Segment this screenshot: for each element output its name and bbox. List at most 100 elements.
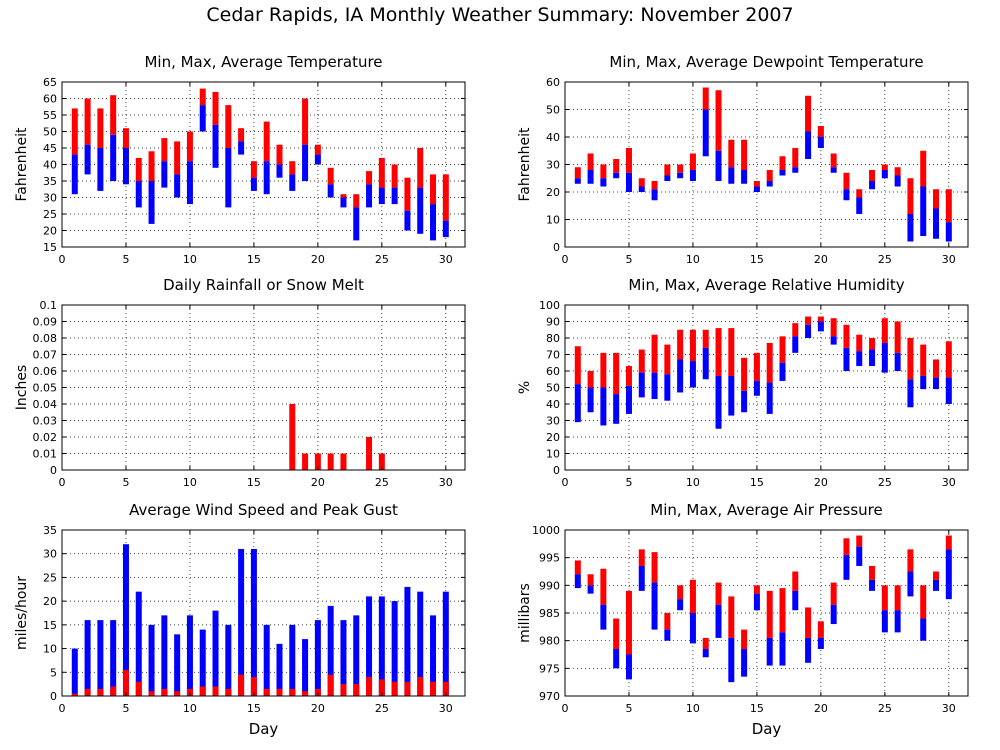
upper-bar [600, 164, 607, 179]
y-tick-label: 60 [43, 93, 57, 106]
gust-bar [353, 615, 360, 696]
y-tick-label: 50 [546, 382, 560, 395]
gust-bar [327, 605, 334, 696]
upper-bar [830, 582, 837, 605]
lower-bar [430, 204, 437, 241]
upper-bar [830, 153, 837, 168]
upper-bar [920, 585, 927, 619]
upper-bar [805, 316, 812, 325]
x-tick-label: 25 [375, 476, 389, 489]
gust-bar [174, 634, 181, 696]
y-tick-label: 55 [43, 109, 57, 122]
upper-bar [817, 621, 824, 638]
wind-chart: 0 5 10 15 20 25 30 35 0 5 10 15 20 25 30 Average Wind S… [14, 501, 466, 738]
x-tick-label: 0 [59, 476, 66, 489]
y-tick-label: 15 [43, 241, 57, 254]
upper-bar [728, 596, 735, 638]
rain-bar [302, 453, 309, 470]
lower-bar [907, 214, 914, 242]
y-tick-label: 40 [43, 159, 57, 172]
lower-bar [779, 362, 786, 381]
y-tick-label: 0.09 [33, 316, 58, 329]
upper-bar [843, 538, 850, 555]
x-tick-label: 0 [562, 702, 569, 715]
lower-bar [417, 187, 424, 234]
lower-bar [728, 375, 735, 416]
upper-bar [805, 95, 812, 132]
upper-bar [625, 590, 632, 655]
avg-wind-bar [174, 691, 181, 696]
avg-wind-bar [71, 693, 78, 696]
y-tick-label: 975 [539, 662, 560, 675]
avg-wind-bar [327, 674, 334, 696]
lower-bar [664, 374, 671, 401]
y-tick-label: 990 [539, 579, 560, 592]
x-tick-label: 10 [183, 476, 197, 489]
x-tick-label: 25 [878, 476, 892, 489]
lower-bar [945, 377, 952, 404]
upper-bar [613, 618, 620, 649]
y-tick-label: 60 [546, 365, 560, 378]
upper-bar [677, 585, 684, 600]
lower-bar [843, 554, 850, 580]
lower-bar [677, 172, 684, 179]
lower-bar [613, 172, 620, 179]
lower-bar [920, 186, 927, 236]
y-tick-label: 10 [43, 643, 57, 656]
chart-title: Min, Max, Average Dewpoint Temperature [609, 53, 923, 71]
upper-bar [250, 161, 257, 178]
lower-bar [110, 134, 117, 181]
lower-bar [869, 349, 876, 367]
upper-bar [792, 571, 799, 591]
lower-bar [651, 372, 658, 400]
x-tick-label: 5 [625, 476, 632, 489]
upper-bar [404, 177, 411, 211]
x-tick-label: 30 [439, 702, 453, 715]
lower-bar [587, 387, 594, 413]
upper-bar [945, 535, 952, 550]
x-tick-label: 30 [942, 702, 956, 715]
y-tick-label: 0 [553, 241, 560, 254]
gust-bar [97, 620, 104, 696]
lower-bar [715, 375, 722, 429]
y-tick-label: 30 [546, 159, 560, 172]
gust-bar [391, 601, 398, 696]
chart-title: Daily Rainfall or Snow Melt [163, 276, 364, 294]
lower-bar [869, 181, 876, 190]
lower-bar [587, 170, 594, 184]
y-tick-label: 30 [546, 415, 560, 428]
avg-wind-bar [442, 681, 449, 696]
gust-bar [404, 586, 411, 696]
lower-bar [625, 654, 632, 680]
y-tick-label: 0 [50, 690, 57, 703]
avg-wind-bar [289, 688, 296, 696]
upper-bar [779, 588, 786, 633]
upper-bar [894, 321, 901, 353]
x-tick-label: 30 [942, 253, 956, 266]
upper-bar [869, 338, 876, 350]
upper-bar [186, 131, 193, 162]
avg-wind-bar [225, 688, 232, 696]
gust-bar [122, 544, 129, 696]
lower-bar [792, 590, 799, 611]
lower-bar [702, 109, 709, 157]
upper-bar [664, 344, 671, 375]
upper-bar [702, 329, 709, 348]
gust-bar [250, 548, 257, 696]
lower-bar [766, 181, 773, 187]
gust-bar [225, 624, 232, 696]
y-tick-label: 5 [50, 666, 57, 679]
lower-bar [933, 208, 940, 239]
lower-bar [302, 144, 309, 181]
upper-bar [792, 148, 799, 168]
upper-bar [856, 535, 863, 547]
x-tick-label: 5 [625, 253, 632, 266]
gust-bar [84, 620, 91, 696]
upper-bar [677, 164, 684, 173]
lower-bar [366, 184, 373, 208]
x-tick-label: 0 [59, 702, 66, 715]
x-tick-label: 25 [375, 702, 389, 715]
gust-bar [199, 629, 206, 696]
y-tick-label: 50 [43, 126, 57, 139]
avg-wind-bar [250, 677, 257, 696]
